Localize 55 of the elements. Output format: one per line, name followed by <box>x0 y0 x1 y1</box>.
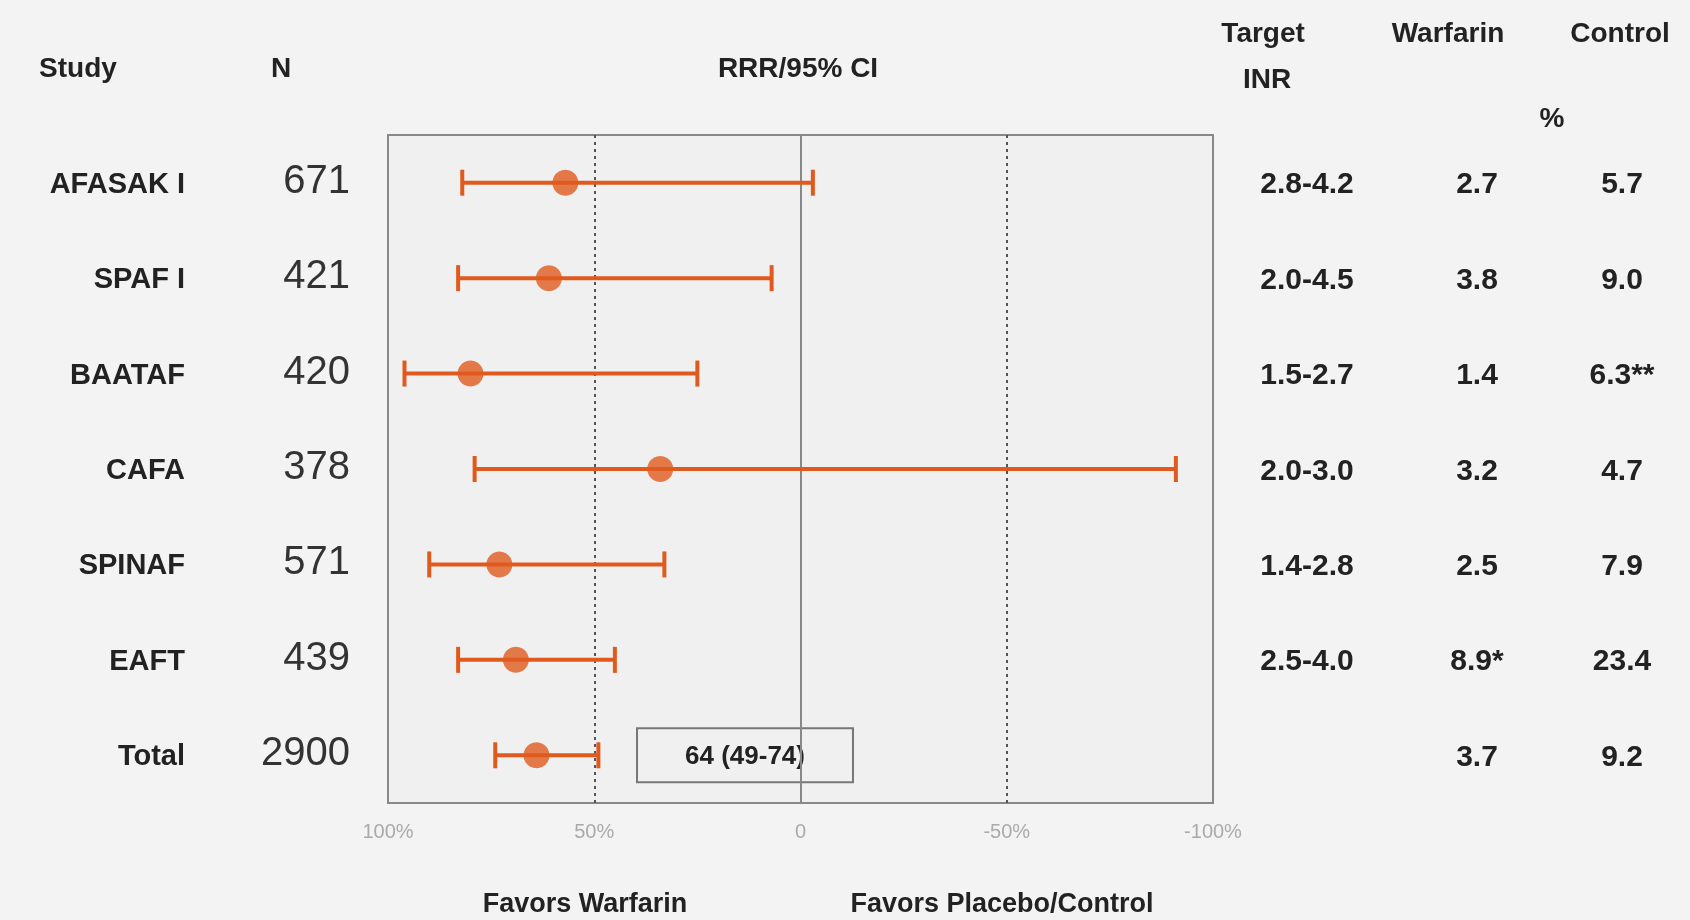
y-tick-label: SPAF I <box>93 262 185 295</box>
point <box>523 742 550 769</box>
text: 2.8-4.2 <box>1260 166 1354 200</box>
point <box>552 169 579 196</box>
text: Target INR <box>1221 16 1313 94</box>
text: 2.0-4.5 <box>1260 261 1354 295</box>
text: 3.8 <box>1456 261 1498 295</box>
y-tick-label: CAFA <box>106 453 186 485</box>
point <box>535 265 562 292</box>
text: 2.5 <box>1456 547 1498 581</box>
text: 9.2 <box>1601 738 1643 772</box>
text: 2900 <box>261 729 350 774</box>
text: Warfarin <box>1391 16 1505 48</box>
text: 439 <box>283 633 350 678</box>
y-tick-label: AFASAK I <box>49 166 185 199</box>
text: 3.7 <box>1456 738 1498 772</box>
chart-title: RRR/95% CI <box>717 51 879 83</box>
text: 671 <box>283 156 350 201</box>
text: 2.7 <box>1456 166 1498 200</box>
text: 8.9* <box>1450 643 1505 677</box>
text: 421 <box>283 252 350 297</box>
text: 3.2 <box>1456 452 1498 486</box>
x-tick-label: 0 <box>794 820 807 842</box>
text: 420 <box>283 347 350 392</box>
x-tick-label: 100% <box>362 820 414 842</box>
x-tick-label: -50% <box>983 820 1031 842</box>
text: Control <box>1570 16 1670 48</box>
y-tick-label: SPINAF <box>78 548 185 581</box>
text: 7.9 <box>1601 547 1643 581</box>
text: Favors Warfarin <box>482 888 688 918</box>
y-tick-label: Total <box>117 739 185 772</box>
point <box>502 646 529 673</box>
text: N <box>270 51 292 83</box>
text: Favors Placebo/Control <box>850 888 1154 918</box>
text: 4.7 <box>1601 452 1643 486</box>
text: 2.5-4.0 <box>1260 643 1354 677</box>
text: 378 <box>283 443 350 487</box>
y-tick-label: EAFT <box>109 643 186 676</box>
point <box>486 551 513 578</box>
x-tick-label: -100% <box>1184 820 1243 842</box>
text: Study <box>39 51 118 83</box>
text: 2.0-3.0 <box>1260 452 1354 486</box>
point <box>457 360 484 387</box>
text: 5.7 <box>1601 166 1643 200</box>
point <box>647 456 674 482</box>
text: 1.4 <box>1456 357 1499 391</box>
text: 23.4 <box>1592 643 1652 677</box>
x-tick-label: 50% <box>574 820 615 842</box>
text: 571 <box>283 538 350 583</box>
text: 6.3** <box>1589 357 1655 391</box>
text: 1.5-2.7 <box>1260 357 1354 391</box>
text: 1.4-2.8 <box>1260 547 1354 581</box>
y-tick-label: BAATAF <box>70 357 185 390</box>
text: % <box>1539 101 1565 133</box>
text: 9.0 <box>1601 261 1643 295</box>
